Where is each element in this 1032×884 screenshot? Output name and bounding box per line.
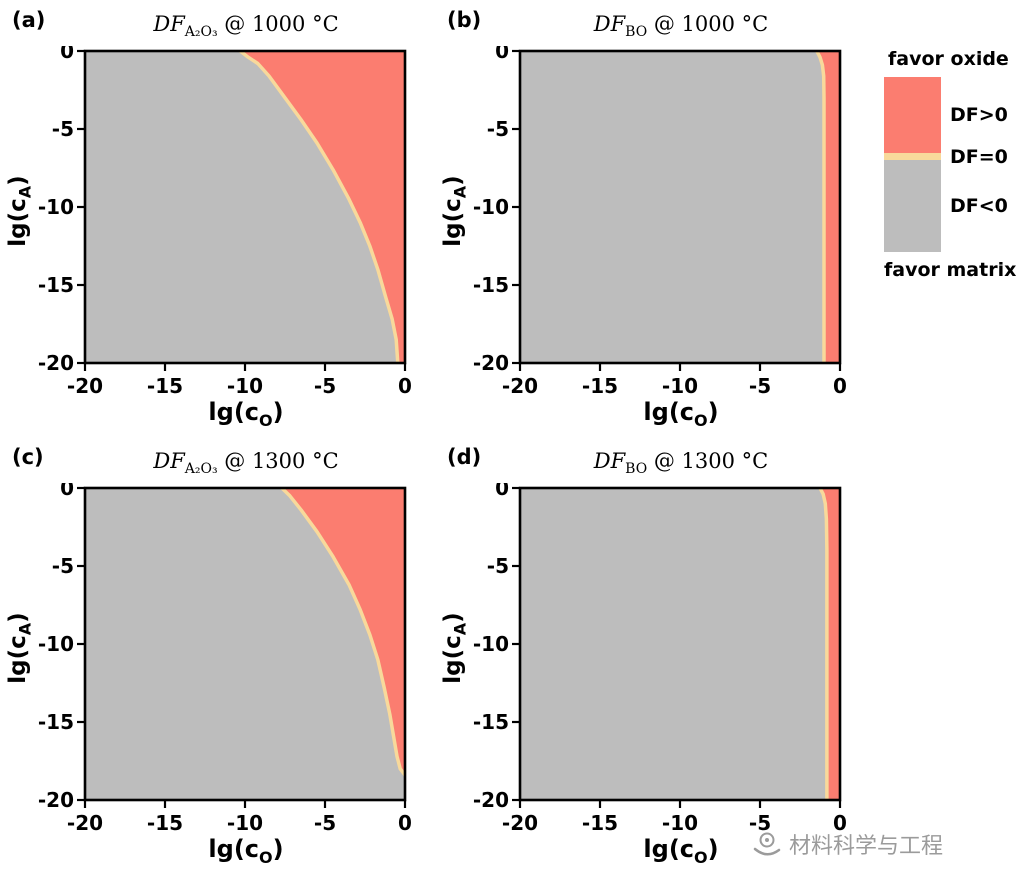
svg-text:0: 0 xyxy=(398,811,412,835)
svg-text:0: 0 xyxy=(60,46,74,63)
legend-label-df-positive: DF>0 xyxy=(950,104,1008,126)
panel-c-x-axis-label: lg(cO) xyxy=(208,835,284,867)
legend-colorbar xyxy=(884,77,941,252)
panel-a-x-axis-label: lg(cO) xyxy=(208,398,284,430)
svg-text:-5: -5 xyxy=(487,117,509,141)
svg-text:-10: -10 xyxy=(227,811,263,835)
svg-text:-15: -15 xyxy=(473,273,509,297)
legend-swatch-df-negative xyxy=(884,160,941,252)
svg-text:-10: -10 xyxy=(662,811,698,835)
svg-text:0: 0 xyxy=(833,374,847,398)
panel-a-title-rest: @ 1000 °C xyxy=(217,12,339,36)
legend-label-df-negative: DF<0 xyxy=(950,195,1008,217)
legend-favor-oxide-label: favor oxide xyxy=(888,48,1009,70)
panel-a: (a) DFA₂O₃ @ 1000 °C lg(cA) -20 -15 -10 -5 0… xyxy=(0,0,435,437)
svg-text:-15: -15 xyxy=(473,710,509,734)
panel-a-title-df: DF xyxy=(153,12,185,36)
panel-a-y-axis-label: lg(cA) xyxy=(5,175,35,247)
svg-text:-20: -20 xyxy=(502,374,538,398)
svg-text:-10: -10 xyxy=(473,632,509,656)
panel-c-title: DFA₂O₃ @ 1300 °C xyxy=(85,449,407,477)
panel-b-title-sub: BO xyxy=(625,24,648,41)
plot-b: -20 -15 -10 -5 0 0 -5 -10 -15 -20 xyxy=(473,46,847,398)
panel-b-title-df: DF xyxy=(593,12,626,36)
panel-a-corner-label: (a) xyxy=(12,8,46,32)
svg-text:-5: -5 xyxy=(749,374,771,398)
panel-b-y-axis-label: lg(cA) xyxy=(440,175,470,247)
panel-d-title: DFBO @ 1300 °C xyxy=(520,449,842,477)
legend-swatch-df-positive xyxy=(884,77,941,153)
legend-swatch-df-zero xyxy=(884,153,941,160)
legend-favor-matrix-label: favor matrix xyxy=(884,259,1017,281)
panel-b: (b) DFBO @ 1000 °C lg(cA) -20 -15 -10 -5 0 0-… xyxy=(435,0,870,437)
svg-text:-20: -20 xyxy=(502,811,538,835)
panel-c: (c) DFA₂O₃ @ 1300 °C lg(cA) -20 -15 -10 -5 0… xyxy=(0,437,435,874)
panel-c-title-rest: @ 1300 °C xyxy=(217,449,339,473)
watermark-text: 材料科学与工程 xyxy=(789,834,944,859)
svg-text:0: 0 xyxy=(833,811,847,835)
svg-text:-10: -10 xyxy=(38,195,74,219)
legend-labels: DF>0 DF=0 DF<0 xyxy=(950,77,1008,252)
panel-b-title-rest: @ 1000 °C xyxy=(647,12,769,36)
svg-text:-5: -5 xyxy=(487,554,509,578)
panel-d-title-sub: BO xyxy=(625,461,648,478)
panel-b-x-axis-label: lg(cO) xyxy=(643,398,719,430)
watermark: 材料科学与工程 xyxy=(750,828,943,860)
panel-b-title: DFBO @ 1000 °C xyxy=(520,12,842,40)
svg-text:-15: -15 xyxy=(147,374,183,398)
svg-text:-20: -20 xyxy=(38,351,74,375)
svg-text:-5: -5 xyxy=(314,374,336,398)
svg-text:-5: -5 xyxy=(749,811,771,835)
svg-text:-5: -5 xyxy=(52,554,74,578)
panel-d-x-axis-label: lg(cO) xyxy=(643,835,719,867)
panel-d-title-df: DF xyxy=(593,449,626,473)
svg-text:-20: -20 xyxy=(67,374,103,398)
svg-text:0: 0 xyxy=(398,374,412,398)
panel-b-corner-label: (b) xyxy=(447,8,482,32)
plot-c: -20 -15 -10 -5 0 0 -5 -10 -15 -20 xyxy=(38,483,412,835)
svg-text:-15: -15 xyxy=(582,374,618,398)
svg-text:-20: -20 xyxy=(67,811,103,835)
svg-text:0: 0 xyxy=(495,483,509,500)
svg-text:-5: -5 xyxy=(52,117,74,141)
svg-text:-15: -15 xyxy=(147,811,183,835)
panel-d-title-rest: @ 1300 °C xyxy=(647,449,769,473)
legend-label-df-zero: DF=0 xyxy=(950,145,1008,168)
legend: favor oxide DF>0 DF=0 DF<0 favor matrix xyxy=(884,48,1032,281)
panel-c-title-df: DF xyxy=(153,449,185,473)
svg-text:-5: -5 xyxy=(314,811,336,835)
svg-text:-20: -20 xyxy=(38,788,74,812)
svg-text:-15: -15 xyxy=(38,710,74,734)
watermark-logo-icon xyxy=(753,832,781,856)
panel-c-corner-label: (c) xyxy=(12,445,44,469)
panel-c-y-axis-label: lg(cA) xyxy=(5,612,35,684)
panel-d-corner-label: (d) xyxy=(447,445,482,469)
plot-d: -20 -15 -10 -5 0 0 -5 -10 -15 -20 xyxy=(473,483,847,835)
svg-text:-10: -10 xyxy=(38,632,74,656)
panel-d-y-axis-label: lg(cA) xyxy=(440,612,470,684)
svg-text:-15: -15 xyxy=(582,811,618,835)
svg-text:-20: -20 xyxy=(473,351,509,375)
svg-text:-10: -10 xyxy=(227,374,263,398)
plot-a: -20 -15 -10 -5 0 0 -5 -10 -15 -20 xyxy=(38,46,412,398)
svg-text:0: 0 xyxy=(495,46,509,63)
svg-text:0: 0 xyxy=(60,483,74,500)
svg-text:-10: -10 xyxy=(662,374,698,398)
svg-text:-10: -10 xyxy=(473,195,509,219)
svg-text:-15: -15 xyxy=(38,273,74,297)
panel-d: (d) DFBO @ 1300 °C lg(cA) -20 -15 -10 -5 0 0-… xyxy=(435,437,870,874)
panel-c-title-sub: A₂O₃ xyxy=(184,461,218,478)
legend-colorbar-row: DF>0 DF=0 DF<0 xyxy=(884,77,1032,252)
panel-a-title: DFA₂O₃ @ 1000 °C xyxy=(85,12,407,40)
panel-a-title-sub: A₂O₃ xyxy=(184,24,218,41)
svg-text:-20: -20 xyxy=(473,788,509,812)
